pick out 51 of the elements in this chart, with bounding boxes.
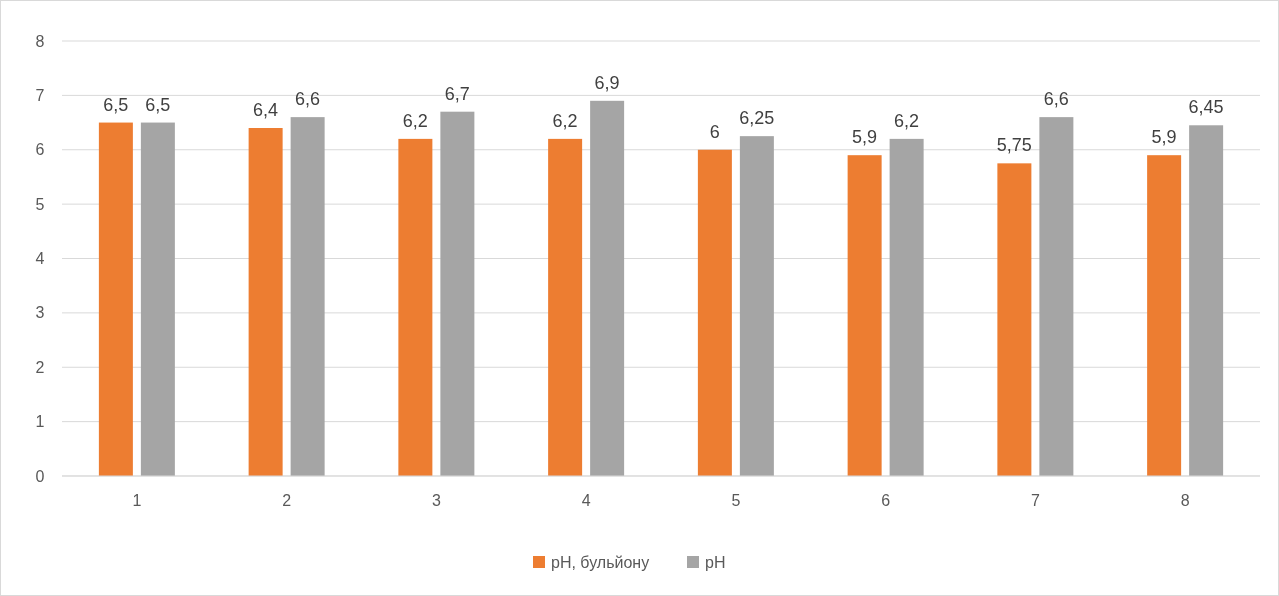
data-label: 6,25 (739, 108, 775, 129)
bar (997, 163, 1032, 476)
data-label: 6,7 (444, 83, 470, 104)
legend-label: pH (705, 553, 726, 571)
bar (889, 138, 924, 476)
legend-label: pH, бульйону (551, 553, 650, 571)
bar (1189, 125, 1224, 476)
bar (290, 117, 325, 476)
bar (548, 138, 583, 476)
data-label: 6 (709, 121, 720, 142)
data-label: 5,9 (852, 127, 878, 148)
y-tick-label: 5 (35, 195, 45, 213)
bar (140, 122, 175, 476)
x-tick-label: 3 (431, 492, 441, 509)
data-label: 6,6 (295, 89, 321, 110)
bar (847, 155, 882, 476)
data-label: 6,5 (145, 94, 171, 115)
bar (98, 122, 133, 476)
bar (398, 138, 433, 476)
data-label: 6,5 (103, 94, 129, 115)
x-tick-label: 7 (1030, 492, 1040, 509)
y-tick-label: 0 (35, 467, 45, 485)
data-label: 6,45 (1188, 97, 1224, 118)
data-label: 5,75 (996, 135, 1032, 156)
data-label: 5,9 (1151, 127, 1177, 148)
bar (248, 128, 283, 476)
x-tick-label: 6 (881, 492, 891, 509)
y-tick-label: 8 (35, 32, 45, 50)
data-label: 6,9 (594, 72, 620, 93)
bar (1039, 117, 1074, 476)
data-label: 6,6 (1043, 89, 1069, 110)
y-tick-label: 6 (35, 141, 45, 159)
data-label: 6,2 (402, 110, 428, 131)
x-tick-label: 1 (132, 492, 142, 509)
y-tick-label: 3 (35, 304, 45, 322)
data-label: 6,2 (894, 110, 920, 131)
bar (440, 111, 475, 476)
y-tick-label: 7 (35, 86, 45, 104)
x-tick-label: 2 (282, 492, 292, 509)
x-tick-label: 4 (581, 492, 591, 509)
bar (590, 100, 625, 476)
y-tick-label: 1 (35, 413, 45, 431)
x-tick-label: 5 (731, 492, 741, 509)
y-tick-label: 2 (35, 358, 45, 376)
bar (1147, 155, 1182, 476)
x-tick-label: 8 (1180, 492, 1190, 509)
data-label: 6,4 (253, 100, 279, 120)
bar (697, 149, 732, 476)
bar (739, 136, 774, 476)
y-tick-label: 4 (35, 250, 45, 268)
data-label: 6,2 (552, 110, 578, 131)
